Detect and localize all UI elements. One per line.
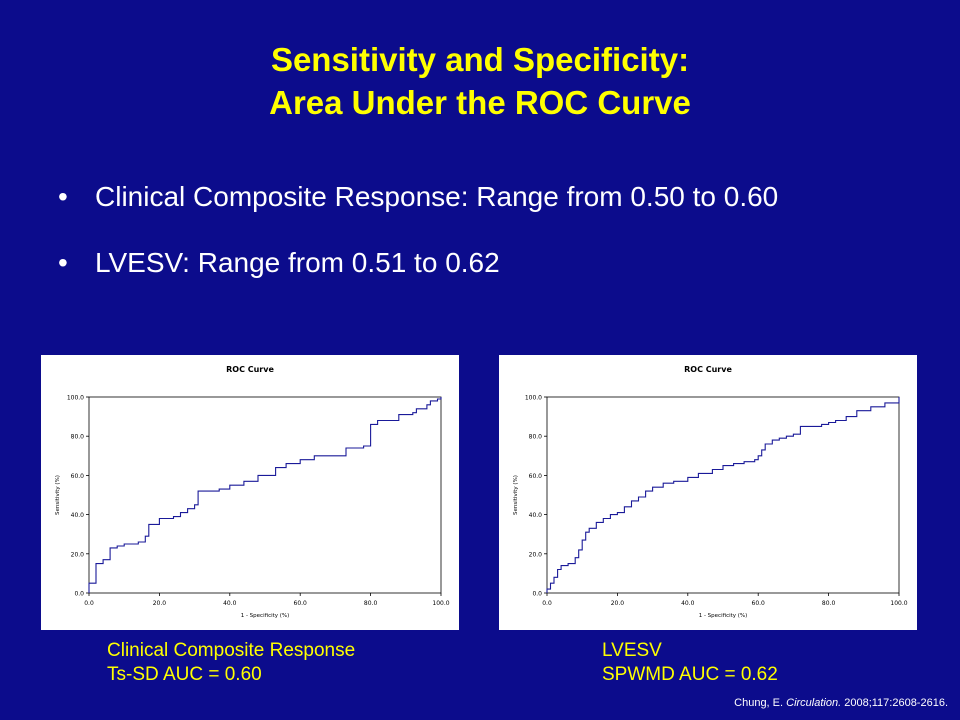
x-tick-label: 80.0: [364, 600, 378, 607]
x-tick-label: 80.0: [822, 600, 836, 607]
x-tick-label: 40.0: [223, 600, 237, 607]
bullet-text: Clinical Composite Response: Range from …: [95, 181, 779, 212]
title-line-2: Area Under the ROC Curve: [269, 84, 691, 121]
y-tick-label: 40.0: [529, 512, 543, 519]
chart-title: ROC Curve: [226, 365, 274, 374]
y-tick-label: 0.0: [74, 591, 84, 598]
y-tick-label: 0.0: [532, 591, 542, 598]
caption-lvesv-line1: LVESV: [602, 640, 662, 661]
caption-clinical-line1: Clinical Composite Response: [107, 640, 356, 661]
bullet-item: • Clinical Composite Response: Range fro…: [58, 178, 918, 216]
y-tick-label: 80.0: [529, 434, 543, 441]
x-tick-label: 60.0: [752, 600, 766, 607]
bullet-dot: •: [58, 181, 68, 212]
y-tick-label: 60.0: [529, 473, 543, 480]
bullet-item: • LVESV: Range from 0.51 to 0.62: [58, 244, 918, 282]
citation-journal: Circulation.: [786, 697, 842, 709]
x-tick-label: 40.0: [681, 600, 695, 607]
x-tick-label: 20.0: [153, 600, 167, 607]
plot-frame: [88, 396, 442, 594]
chart-title: ROC Curve: [684, 365, 732, 374]
x-tick-label: 100.0: [432, 600, 449, 607]
roc-curve-line: [88, 397, 442, 593]
caption-clinical: Clinical Composite Response Ts-SD AUC = …: [107, 639, 355, 687]
x-axis-label: 1 - Specificity (%): [241, 613, 290, 619]
y-tick-label: 20.0: [71, 551, 85, 558]
plot-frame: [546, 396, 900, 594]
citation-ref: 2008;117:2608-2616.: [844, 697, 948, 709]
slide-title: Sensitivity and Specificity: Area Under …: [0, 38, 960, 124]
y-tick-label: 80.0: [71, 434, 85, 441]
caption-clinical-line2: Ts-SD AUC = 0.60: [107, 664, 262, 685]
bullet-dot: •: [58, 247, 68, 278]
roc-chart-clinical: ROC Curve 0.0 20.0 40.0 60.0 80.0 100.0 0.0 20.0…: [55, 365, 450, 619]
x-tick-label: 0.0: [542, 600, 552, 607]
y-tick-label: 40.0: [71, 512, 85, 519]
roc-chart-panel-lvesv: ROC Curve 0.0 20.0 40.0 60.0 80.0 100.0 0.0 20.0…: [499, 355, 917, 630]
y-tick-label: 100.0: [67, 395, 84, 402]
roc-chart-panel-clinical: ROC Curve 0.0 20.0 40.0 60.0 80.0 100.0 0.0 20.0…: [41, 355, 459, 630]
x-tick-label: 60.0: [294, 600, 308, 607]
x-tick-label: 100.0: [890, 600, 907, 607]
y-axis-label: Sensitivity (%): [513, 475, 519, 515]
x-tick-label: 0.0: [84, 600, 94, 607]
bullet-text: LVESV: Range from 0.51 to 0.62: [95, 247, 500, 278]
x-tick-label: 20.0: [611, 600, 625, 607]
caption-lvesv-line2: SPWMD AUC = 0.62: [602, 664, 778, 685]
y-tick-label: 60.0: [71, 473, 85, 480]
x-axis-label: 1 - Specificity (%): [699, 613, 748, 619]
citation: Chung, E. Circulation. 2008;117:2608-261…: [734, 697, 948, 709]
y-tick-label: 100.0: [525, 395, 542, 402]
bullet-list: • Clinical Composite Response: Range fro…: [58, 178, 918, 310]
roc-chart-lvesv: ROC Curve 0.0 20.0 40.0 60.0 80.0 100.0 0.0 20.0…: [513, 365, 908, 619]
y-tick-label: 20.0: [529, 551, 543, 558]
citation-author: Chung, E.: [734, 697, 784, 709]
caption-lvesv: LVESV SPWMD AUC = 0.62: [602, 639, 778, 687]
roc-curve-line: [546, 397, 900, 593]
title-line-1: Sensitivity and Specificity:: [270, 41, 690, 78]
y-axis-label: Sensitivity (%): [55, 475, 61, 515]
